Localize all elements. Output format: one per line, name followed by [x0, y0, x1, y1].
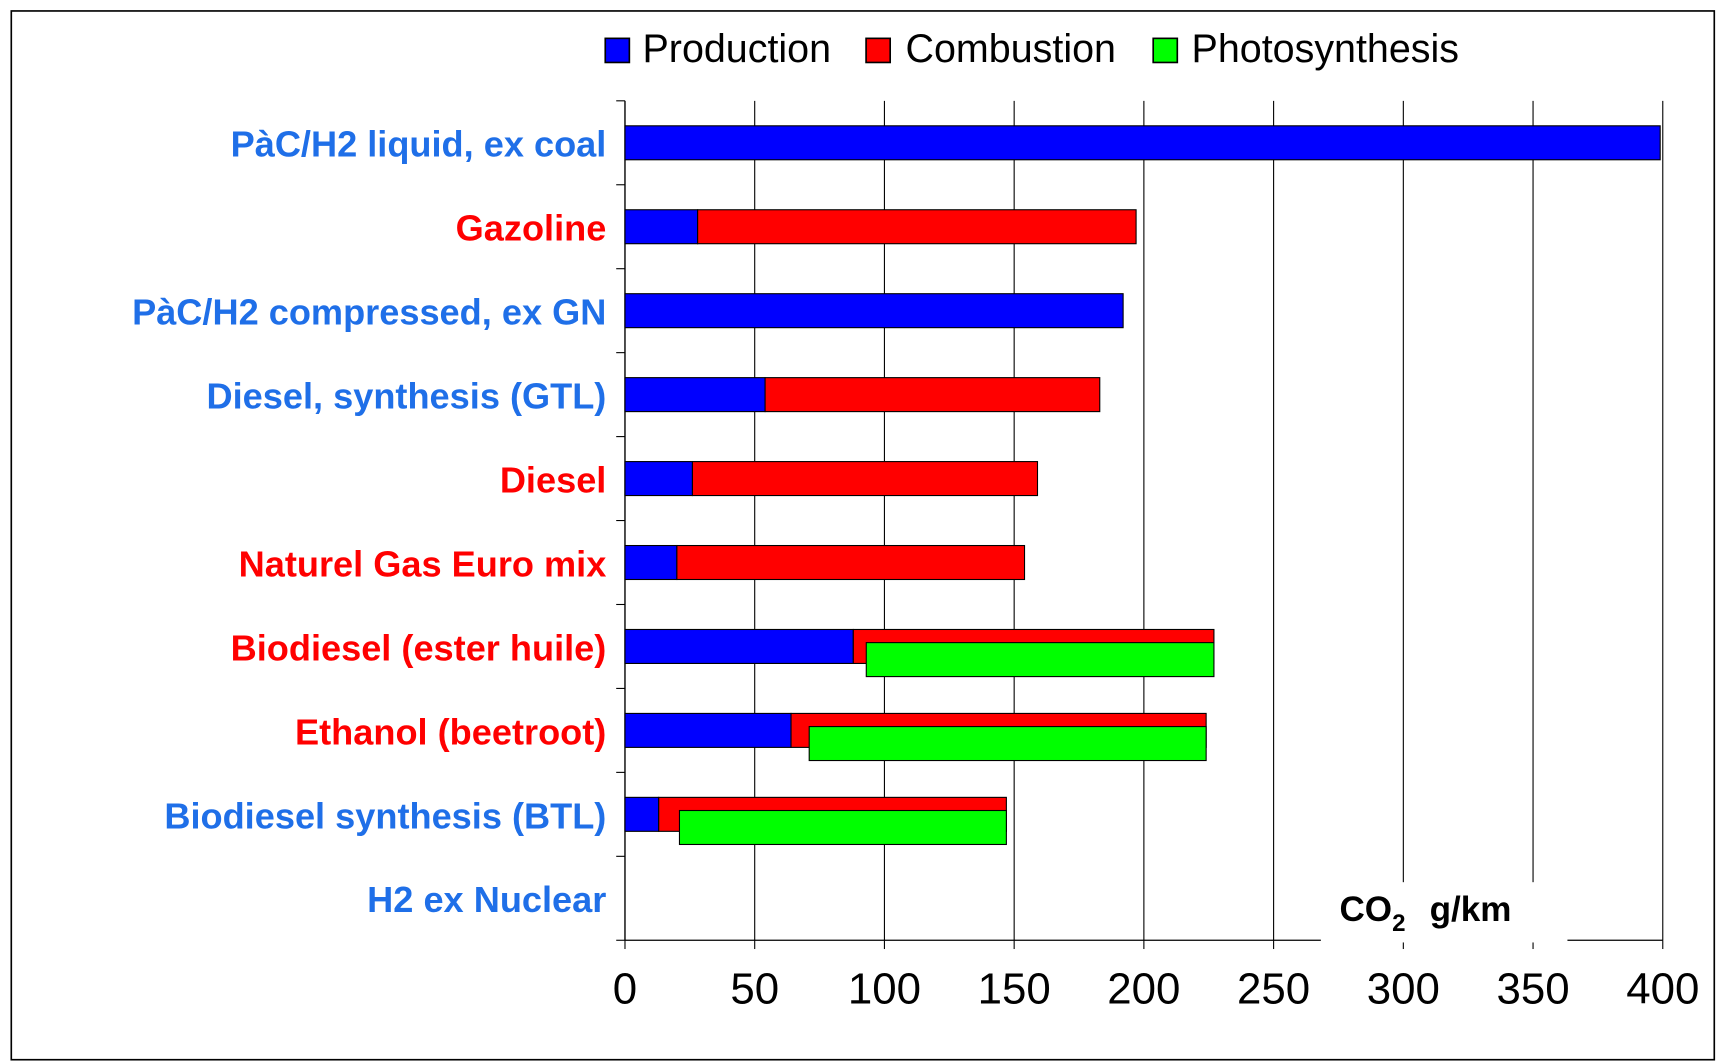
annotation-box — [1320, 882, 1568, 943]
bar-segment — [624, 125, 1661, 161]
x-tick-label: 0 — [613, 964, 637, 1013]
bar-segment — [691, 461, 1039, 497]
y-tick-label: PàC/H2 liquid, ex coal — [231, 124, 607, 165]
y-tick-label: Diesel — [500, 459, 607, 500]
bar-segment — [624, 544, 678, 581]
x-tick-label: 100 — [848, 964, 921, 1013]
bar-segment — [764, 377, 1101, 413]
annotation-unit: g/km — [1430, 890, 1512, 929]
y-tick-label: Diesel, synthesis (GTL) — [207, 376, 607, 417]
y-tick-label: Naturel Gas Euro mix — [239, 543, 607, 584]
bar-segment — [624, 796, 660, 832]
y-tick-label: PàC/H2 compressed, ex GN — [132, 292, 606, 333]
plot: 0 50 100 150 200 250 300 350 400 PàC/H2 liquid, e… — [132, 27, 1699, 1013]
x-tick-label: 400 — [1626, 964, 1699, 1013]
bar-segment — [624, 209, 699, 245]
bar-offset — [808, 726, 1207, 762]
y-tick-label: H2 ex Nuclear — [367, 879, 606, 920]
bar-offset — [678, 809, 1007, 846]
x-tick-label: 300 — [1367, 964, 1440, 1013]
y-tick-label: Biodiesel (ester huile) — [231, 627, 607, 668]
x-tick-label: 350 — [1496, 964, 1569, 1013]
bar-segment — [676, 544, 1026, 581]
x-tick-label: 150 — [978, 964, 1051, 1013]
legend-swatch — [1152, 37, 1179, 64]
bar-segment — [624, 461, 693, 497]
legend-label: Combustion — [906, 27, 1116, 71]
y-tick-label: Ethanol (beetroot) — [295, 711, 606, 752]
bar-segment — [624, 628, 854, 664]
annotation: CO2 g/km — [1339, 890, 1511, 937]
x-tick-label: 200 — [1107, 964, 1180, 1013]
x-tick-label: 250 — [1237, 964, 1310, 1013]
legend-swatch — [865, 37, 892, 64]
bar-segment — [624, 293, 1124, 329]
y-tick-label: Gazoline — [456, 208, 607, 249]
annotation-sub: 2 — [1392, 910, 1405, 937]
bar-offset — [865, 642, 1215, 678]
legend-label: Photosynthesis — [1192, 27, 1459, 71]
x-tick-label: 50 — [730, 964, 779, 1013]
bar-segment — [624, 712, 792, 748]
bar-segment — [697, 209, 1137, 245]
legend-swatch — [604, 37, 631, 64]
legend-label: Production — [643, 27, 832, 71]
bar-segment — [624, 377, 766, 413]
y-tick-label: Biodiesel synthesis (BTL) — [164, 795, 606, 836]
annotation-text: CO — [1339, 890, 1392, 929]
